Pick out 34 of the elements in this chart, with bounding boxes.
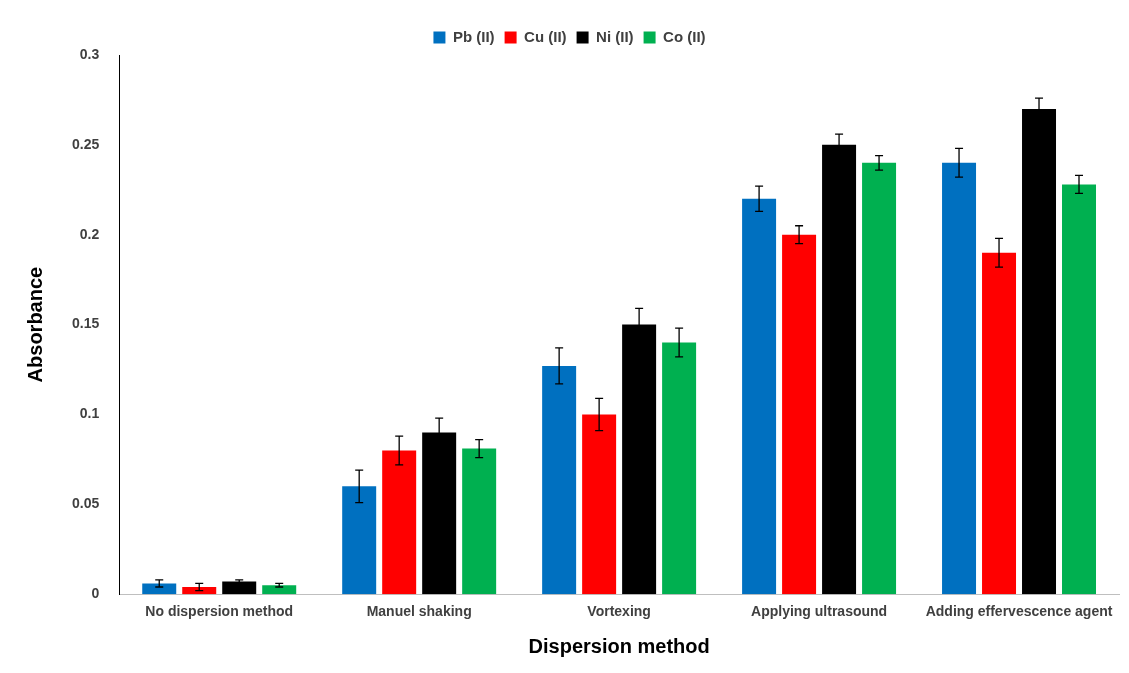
bar [1062,184,1097,595]
bar [182,587,217,595]
x-tick-label: No dispersion method [145,603,294,620]
x-tick-label: Manuel shaking [366,603,472,620]
legend-label: Co (II) [663,27,706,45]
bar [742,198,777,595]
bar [142,583,177,595]
legend-label: Ni (II) [596,27,634,45]
y-axis-title: Absorbance [23,266,46,383]
y-tick-label: 0.3 [79,45,100,62]
y-tick-label: 0.05 [72,495,100,512]
y-tick-label: 0.25 [72,135,100,152]
x-axis-title: Dispersion method [528,634,710,657]
bar [542,365,577,595]
bar [982,252,1017,595]
bar [382,450,417,595]
bar [942,162,977,595]
y-tick-label: 0.1 [79,405,100,422]
bar [262,585,297,595]
legend-label: Cu (II) [524,27,567,45]
x-tick-label: Vortexing [587,603,651,620]
x-tick-label: Adding effervescence agent [925,603,1113,620]
bar [222,581,257,595]
y-tick-label: 0.15 [72,315,100,332]
legend-label: Pb (II) [452,27,495,45]
y-tick-label: 0.2 [79,225,100,242]
bar [782,234,817,595]
bar [862,162,897,595]
bar [582,414,617,595]
x-tick-label: Applying ultrasound [751,603,888,620]
bar [342,486,377,595]
y-tick-label: 0 [91,585,100,602]
bar [662,342,697,595]
bar [462,448,497,595]
